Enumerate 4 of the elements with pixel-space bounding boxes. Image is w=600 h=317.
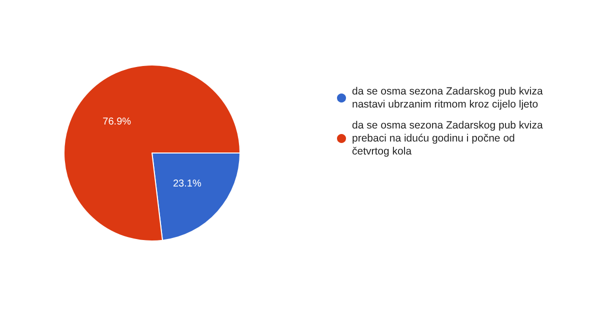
legend-label: da se osma sezona Zadarskog pub kviza prebaci na iduću godinu i počne od četvrtog kola bbox=[352, 120, 546, 158]
data-label: 76.9% bbox=[102, 116, 132, 128]
data-label: 23.1% bbox=[172, 178, 202, 190]
legend-label: da se osma sezona Zadarskog pub kviza nastavi ubrzanim ritmom kroz cijelo ljeto bbox=[352, 86, 546, 110]
